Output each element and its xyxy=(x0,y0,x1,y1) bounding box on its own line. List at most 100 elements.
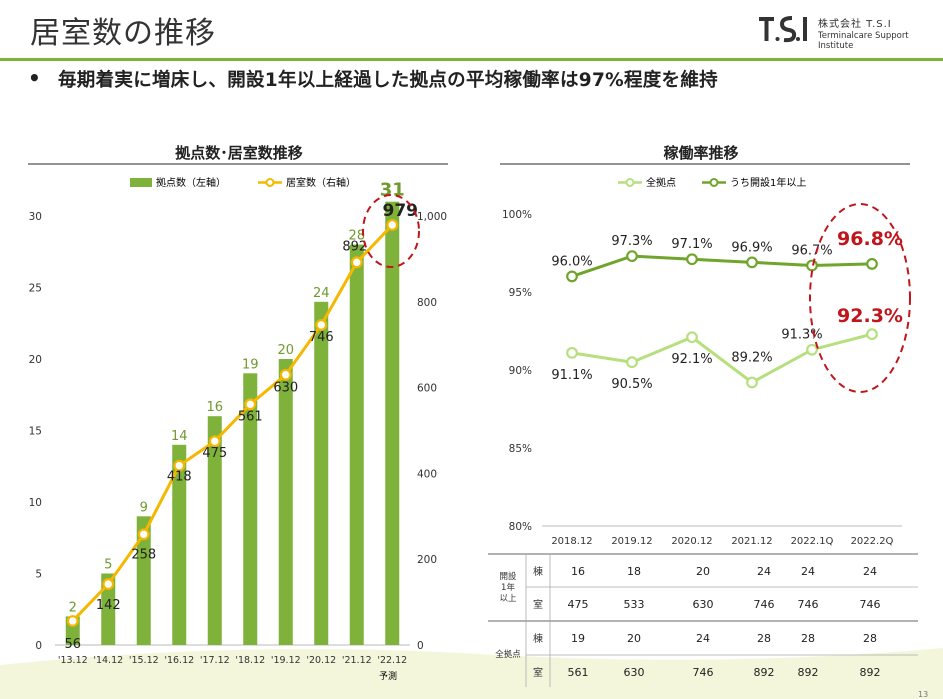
bottom-decoration xyxy=(0,648,943,699)
one-year-sites-rate-point xyxy=(746,256,758,269)
x-category-label: 2022.2Q xyxy=(851,536,894,547)
table-cell: 16 xyxy=(571,565,585,578)
table-cell: 28 xyxy=(801,632,815,645)
right-axis-tick: 1,000 xyxy=(417,211,447,223)
page-number: 13 xyxy=(918,690,929,699)
table-cell: 475 xyxy=(568,598,589,611)
facility-count-bar xyxy=(385,201,400,645)
room-count-point xyxy=(350,256,363,269)
x-category-label: '13.12 xyxy=(58,655,88,666)
room-count-point xyxy=(137,528,150,541)
company-name: 株式会社 T.S.I xyxy=(818,19,892,30)
table-cell: 28 xyxy=(863,632,877,645)
legend-1yr-label: うち開設1年以上 xyxy=(730,176,806,189)
legend-bar-label: 拠点数（左軸） xyxy=(156,176,226,189)
facility-count-label: 5 xyxy=(104,558,112,573)
x-category-label: 2021.12 xyxy=(731,536,772,547)
table-cell: 746 xyxy=(693,666,714,679)
rate-value-label: 96.7% xyxy=(791,243,832,258)
room-count-point xyxy=(208,435,221,448)
facility-count-label: 24 xyxy=(313,286,330,301)
one-year-sites-rate-point xyxy=(866,258,878,270)
tsi-logo-icon xyxy=(759,16,807,43)
title-underline xyxy=(0,58,943,61)
all-sites-rate-point xyxy=(806,343,818,356)
room-count-label: 56 xyxy=(64,637,81,652)
table-unit-label: 室 xyxy=(533,666,543,679)
facility-count-label: 28 xyxy=(348,229,365,244)
table-cell: 24 xyxy=(757,565,771,578)
x-category-label: 2019.12 xyxy=(611,536,652,547)
all-sites-rate-point xyxy=(566,346,578,359)
right-axis-tick: 0 xyxy=(417,640,424,652)
company-subtitle: Terminalcare Support Institute xyxy=(818,31,909,51)
x-category-label: '18.12 xyxy=(235,655,265,666)
all-sites-rate-line xyxy=(571,332,873,385)
room-count-point xyxy=(315,319,328,331)
table-cell: 19 xyxy=(571,632,585,645)
table-unit-label: 室 xyxy=(533,598,543,611)
latest-rates-highlight-circle xyxy=(809,203,911,393)
table-cell: 24 xyxy=(863,565,877,578)
room-count-point xyxy=(66,615,79,627)
x-category-label: '22.12 xyxy=(377,655,407,666)
room-count-label: 979 xyxy=(383,201,419,221)
y-axis-tick: 95% xyxy=(509,287,532,299)
table-cell: 28 xyxy=(757,632,771,645)
table-unit-label: 棟 xyxy=(533,632,543,645)
forecast-footnote: 予測 xyxy=(379,670,397,682)
right-axis-tick: 400 xyxy=(417,468,437,480)
right-axis-tick: 800 xyxy=(417,297,437,309)
table-cell: 24 xyxy=(801,565,815,578)
x-category-label: '15.12 xyxy=(129,655,159,666)
y-axis-tick: 90% xyxy=(509,365,532,377)
table-cell: 630 xyxy=(624,666,645,679)
legend-all-label: 全拠点 xyxy=(646,176,676,189)
right-axis-tick: 200 xyxy=(417,554,437,566)
facility-count-label: 20 xyxy=(277,343,294,358)
y-axis-tick: 100% xyxy=(502,209,532,221)
facility-count-bar xyxy=(207,416,222,645)
x-category-label: '17.12 xyxy=(200,655,230,666)
facility-count-bar xyxy=(314,301,329,645)
facility-count-label: 16 xyxy=(206,400,223,415)
forecast-highlight-circle xyxy=(362,194,420,268)
table-cell: 892 xyxy=(860,666,881,679)
all-sites-rate-point xyxy=(626,356,638,369)
rate-value-label: 92.3% xyxy=(837,305,903,327)
table-cell: 533 xyxy=(624,598,645,611)
all-sites-rate-point xyxy=(686,331,698,344)
room-count-point xyxy=(173,459,186,472)
left-axis-tick: 30 xyxy=(29,211,42,223)
room-count-point xyxy=(279,368,292,381)
bullet-marker: • xyxy=(28,66,41,90)
rate-value-label: 92.1% xyxy=(671,352,712,367)
table-cell: 630 xyxy=(693,598,714,611)
rate-value-label: 89.2% xyxy=(731,350,772,365)
x-category-label: 2022.1Q xyxy=(791,536,834,547)
one-year-sites-rate-line xyxy=(571,254,873,278)
facility-count-bar xyxy=(101,573,116,645)
all-sites-rate-point xyxy=(746,376,758,389)
x-category-label: '19.12 xyxy=(271,655,301,666)
room-count-label: 561 xyxy=(238,409,263,424)
table-cell: 20 xyxy=(627,632,641,645)
occupancy-line-chart: 稼働率推移 全拠点 うち開設1年以上 80% 85% 90% 95% 100% 2018.… xyxy=(500,144,911,547)
facility-count-bar xyxy=(172,444,187,645)
table-cell: 892 xyxy=(754,666,775,679)
table-cell: 561 xyxy=(568,666,589,679)
table-group-label: 全拠点 xyxy=(495,649,521,660)
table-cell: 20 xyxy=(696,565,710,578)
room-count-line xyxy=(71,223,394,623)
x-category-label: '20.12 xyxy=(306,655,336,666)
right-axis-tick: 600 xyxy=(417,383,437,395)
room-count-label: 630 xyxy=(273,381,298,396)
room-count-label: 475 xyxy=(202,446,227,461)
room-count-label: 142 xyxy=(96,598,121,613)
room-count-label: 258 xyxy=(131,547,156,562)
one-year-sites-rate-point xyxy=(626,250,638,263)
rooms-bar-line-chart: 拠点数･居室数推移 拠点数（左軸） 居室数（右軸） 05101520253002… xyxy=(28,144,448,682)
table-cell: 746 xyxy=(754,598,775,611)
rate-value-label: 96.0% xyxy=(551,254,592,269)
